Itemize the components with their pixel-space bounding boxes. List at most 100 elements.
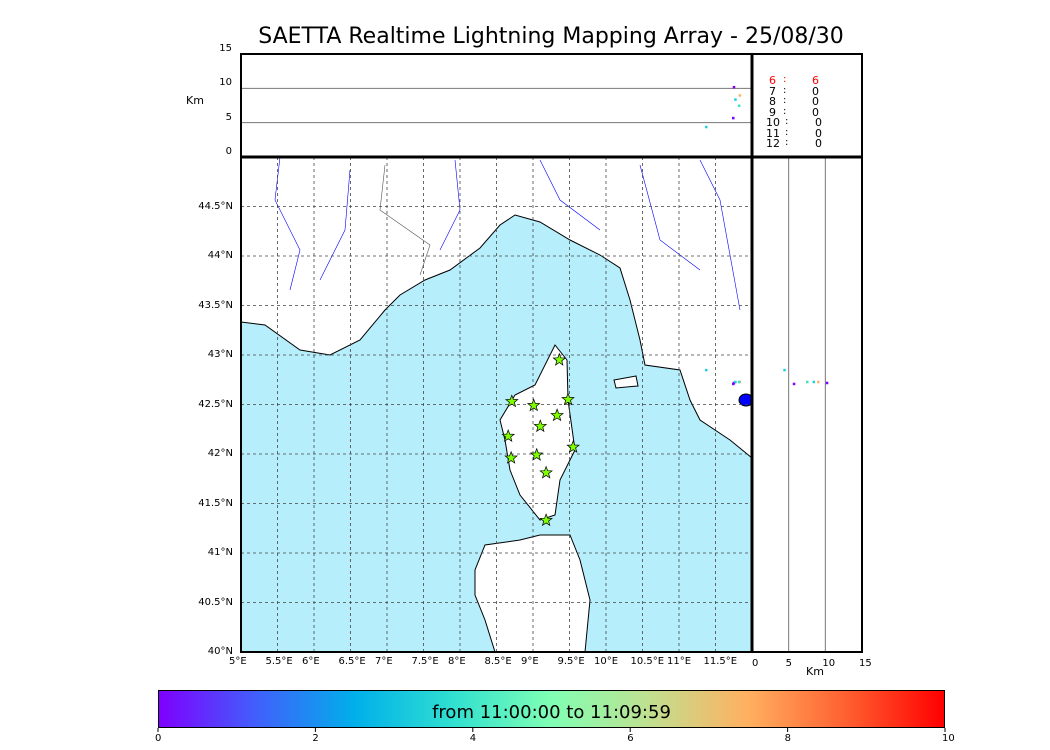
event-lat-alt: [812, 380, 816, 384]
lon-tick-label: 7.5°E: [411, 656, 439, 667]
station-count-sep: :: [783, 95, 787, 106]
event-map: [737, 380, 741, 384]
station-count-sep: :: [783, 105, 787, 117]
right-alt-tick: 0: [752, 658, 759, 669]
chart-title: SAETTA Realtime Lightning Mapping Array …: [258, 24, 844, 49]
river: [699, 159, 741, 311]
station-count-sep: :: [783, 74, 787, 85]
lon-tick-label: 11°E: [667, 656, 692, 667]
top-alt-tick: 0: [225, 146, 232, 157]
event-map: [705, 368, 708, 372]
right-alt-tick: 15: [859, 658, 872, 669]
station-marker: [501, 428, 516, 443]
station-count-value: 6: [812, 74, 819, 87]
colorbar-tick-label: 2: [312, 733, 319, 744]
river: [539, 159, 601, 231]
station-marker: [504, 450, 518, 464]
station-count-value: 0: [815, 137, 822, 150]
right-alt-tick: 5: [785, 658, 793, 669]
station-count-n: 9: [769, 105, 776, 119]
station-count-n: 12: [766, 137, 780, 150]
event-lat-alt: [783, 368, 786, 372]
sardinia: [474, 534, 591, 653]
lon-tick-label: 6°E: [302, 656, 320, 667]
station-marker: [561, 392, 575, 406]
lat-tick-label: 41°N: [207, 547, 233, 558]
event-map: [732, 382, 735, 386]
station-marker: [566, 439, 580, 453]
river: [639, 164, 701, 271]
colorbar-label: from 11:00:00 to 11:09:59: [432, 702, 671, 723]
lon-tick-label: 10.5°E: [630, 656, 665, 667]
station-marker: [504, 394, 519, 408]
colorbar-tick-label: 0: [155, 733, 162, 744]
top-alt-tick: 5: [225, 111, 232, 123]
lon-tick-label: 9°E: [521, 656, 539, 667]
station-count-sep: :: [783, 84, 787, 96]
lat-tick-label: 44.5°N: [198, 200, 233, 212]
station-marker: [539, 465, 553, 479]
station-marker: [552, 352, 567, 366]
lat-tick-label: 40.5°N: [198, 596, 233, 608]
event-lat-alt: [817, 380, 820, 384]
event-lon-alt: [738, 94, 742, 97]
top-alt-label: Km: [186, 94, 204, 107]
river: [319, 169, 351, 281]
event-lon-alt: [732, 85, 736, 89]
lon-tick-label: 5.5°E: [265, 656, 293, 667]
lon-tick-label: 7°E: [375, 656, 393, 667]
event-lon-alt: [734, 98, 737, 101]
station-marker: [529, 447, 544, 461]
top-alt-tick: 15: [219, 43, 232, 54]
lon-tick-label: 9.5°E: [557, 656, 585, 667]
lat-tick-label: 41.5°N: [198, 497, 233, 509]
lat-tick-label: 43.5°N: [198, 299, 233, 311]
lat-tick-label: 43°N: [207, 349, 233, 360]
lat-tick-label: 42.5°N: [198, 398, 233, 410]
border: [379, 164, 431, 276]
station-count-sep: :: [785, 126, 789, 138]
station-marker: [539, 513, 553, 527]
lat-tick-label: 44°N: [207, 250, 233, 261]
station-count-n: 11: [766, 126, 780, 140]
frame: [240, 53, 863, 653]
station-marker: [550, 408, 564, 422]
colorbar: from 11:00:00 to 11:09:59: [158, 690, 945, 728]
lon-tick-label: 8.5°E: [484, 656, 512, 667]
station-count-value: 0: [812, 95, 819, 108]
station-count-value: 0: [812, 105, 819, 119]
event-lat-alt: [825, 381, 829, 385]
station-count-n: 10: [766, 116, 780, 129]
right-alt-tick: 10: [822, 658, 836, 669]
station-count-n: 8: [769, 95, 776, 108]
right-alt-label: Km: [806, 665, 824, 678]
lon-tick-label: 11.5°E: [703, 656, 738, 667]
colorbar-tick-label: 10: [942, 733, 955, 744]
lon-tick-label: 10°E: [594, 656, 619, 667]
station-marker: [533, 419, 548, 433]
river: [274, 156, 301, 291]
colorbar-tick-label: 8: [784, 733, 791, 744]
lon-tick-label: 8°E: [448, 656, 466, 667]
lat-tick-label: 40°N: [207, 646, 233, 657]
lat-tick-label: 42°N: [207, 448, 233, 459]
event-lon-alt: [737, 104, 741, 107]
station-count-sep: :: [785, 137, 789, 148]
station-count-value: 0: [812, 84, 819, 98]
top-alt-tick: 10: [219, 77, 232, 89]
event-map: [734, 380, 737, 384]
elba: [613, 375, 639, 389]
colorbar-tick-label: 6: [627, 733, 634, 744]
event-lat-alt: [806, 380, 809, 384]
event-lon-alt: [705, 125, 708, 129]
station-count-value: 0: [815, 116, 822, 129]
station-count-sep: :: [785, 116, 789, 127]
lon-tick-label: 5°E: [229, 656, 247, 667]
event-lon-alt: [732, 116, 735, 120]
colorbar-tick-label: 4: [469, 733, 477, 744]
river: [439, 159, 461, 251]
event-lat-alt: [792, 382, 796, 386]
station-count-n: 6: [769, 74, 776, 87]
